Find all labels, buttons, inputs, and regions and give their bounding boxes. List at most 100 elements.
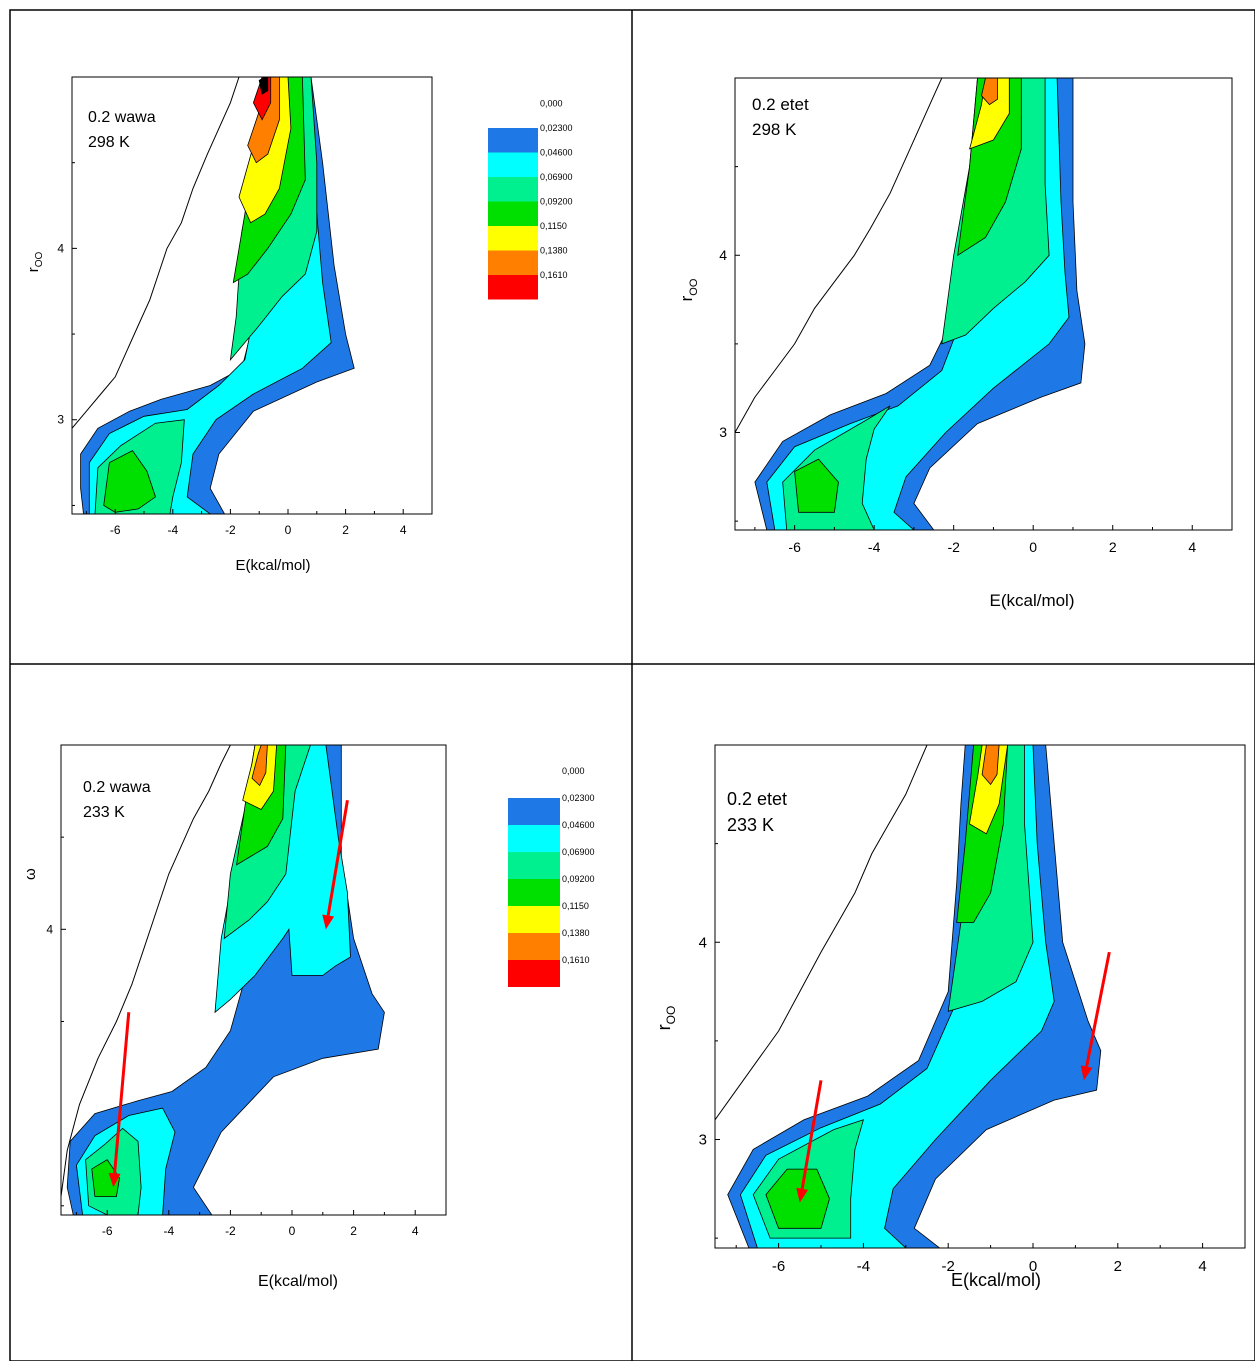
legend-value: 0,04600 bbox=[540, 148, 573, 158]
contour-level-6 bbox=[981, 745, 1000, 786]
x-axis-label: E(kcal/mol) bbox=[235, 557, 310, 574]
y-tick-label: 4 bbox=[699, 934, 707, 951]
x-tick-label: 4 bbox=[1198, 1258, 1206, 1275]
y-tick-label: 4 bbox=[57, 241, 64, 255]
plot-frame bbox=[714, 744, 1246, 1249]
contour-level-4 bbox=[103, 450, 156, 513]
boundary-outline bbox=[61, 745, 231, 1197]
legend-value: 0,000 bbox=[562, 766, 585, 776]
legend-swatch bbox=[488, 250, 538, 275]
contour-level-4 bbox=[91, 1159, 120, 1197]
x-tick-label: -4 bbox=[163, 1224, 174, 1238]
legend-value: 0,1380 bbox=[540, 246, 568, 256]
contour-level-8 bbox=[258, 77, 269, 95]
legend-value: 0,02300 bbox=[562, 793, 595, 803]
x-tick-label: -4 bbox=[857, 1258, 870, 1275]
legend-swatch bbox=[508, 798, 560, 825]
panel-annotation-line-1: 0.2 etet bbox=[752, 95, 809, 114]
contour-layer bbox=[72, 77, 355, 514]
contour-level-5 bbox=[969, 78, 1010, 150]
contour-level-6 bbox=[981, 78, 998, 106]
x-tick-label: 4 bbox=[412, 1224, 419, 1238]
legend-value: 0,1610 bbox=[562, 955, 590, 965]
x-tick-label: 0 bbox=[289, 1224, 296, 1238]
x-tick-label: 0 bbox=[1029, 1258, 1037, 1275]
x-tick-label: 4 bbox=[1188, 539, 1196, 555]
x-tick-label: 2 bbox=[350, 1224, 357, 1238]
x-tick-label: 0 bbox=[285, 523, 292, 537]
annotation-arrow bbox=[108, 1012, 131, 1188]
x-tick-label: 4 bbox=[400, 523, 407, 537]
panel-annotation-line-2: 233 K bbox=[727, 815, 774, 835]
x-tick-label: -6 bbox=[110, 523, 121, 537]
contour-level-4 bbox=[794, 458, 839, 513]
legend-value: 0,1150 bbox=[562, 901, 589, 911]
legend-value: 0,1380 bbox=[562, 928, 590, 938]
contour-level-6 bbox=[251, 745, 268, 787]
y-axis-label-subscript: OO bbox=[34, 252, 45, 268]
boundary-outline bbox=[715, 745, 928, 1121]
plot-frame bbox=[60, 744, 447, 1216]
legend-value: 0,000 bbox=[540, 99, 563, 109]
x-tick-label: -6 bbox=[788, 539, 801, 555]
panel-bottom-left: 0.2 wawa 233 K E(kcal/mol) ω -6 -4 -2 0 2 4 4 bbox=[22, 744, 447, 1290]
x-axis-label: E(kcal/mol) bbox=[989, 591, 1074, 610]
legend-value: 0,1150 bbox=[540, 221, 567, 231]
panel-annotation-line-1: 0.2 wawa bbox=[88, 109, 156, 126]
legend-value: 0,06900 bbox=[562, 847, 595, 857]
legend-swatch bbox=[488, 177, 538, 202]
annotation-arrow bbox=[796, 1080, 823, 1203]
panel-annotation-line-2: 233 K bbox=[83, 804, 125, 821]
legend-value: 0,1610 bbox=[540, 270, 568, 280]
legend-swatch bbox=[508, 879, 560, 906]
plot-frame bbox=[71, 76, 433, 515]
y-axis-label: rOO bbox=[25, 252, 45, 273]
legend-bottom: 0,000 0,02300 0,04600 0,06900 0,09200 0,1150 0… bbox=[508, 766, 595, 987]
contour-level-4 bbox=[957, 78, 1022, 257]
legend-swatch bbox=[508, 906, 560, 933]
panel-top-left: 0.2 wawa 298 K E(kcal/mol) rOO -6 -4 -2 0 2 4… bbox=[25, 76, 433, 574]
panel-annotation-line-1: 0.2 etet bbox=[727, 789, 787, 809]
legend-swatch bbox=[488, 226, 538, 251]
legend-swatch bbox=[488, 128, 538, 153]
x-tick-label: -2 bbox=[225, 1224, 236, 1238]
annotation-arrow bbox=[1080, 951, 1111, 1081]
y-axis-label: rOO bbox=[677, 278, 700, 301]
legend-swatch bbox=[488, 152, 538, 177]
legend-swatch bbox=[508, 960, 560, 987]
x-tick-label: 2 bbox=[342, 523, 349, 537]
contour-layer bbox=[715, 745, 1102, 1248]
panel-bottom-right: 0.2 etet 233 K E(kcal/mol) rOO -6 -4 -2 0 2 4… bbox=[654, 744, 1246, 1290]
contour-layer bbox=[735, 78, 1086, 530]
boundary-outline bbox=[735, 78, 943, 433]
x-tick-label: -6 bbox=[102, 1224, 113, 1238]
x-tick-label: 2 bbox=[1109, 539, 1117, 555]
legend-value: 0,02300 bbox=[540, 123, 573, 133]
x-tick-label: -2 bbox=[942, 1258, 955, 1275]
x-tick-label: -6 bbox=[772, 1258, 785, 1275]
y-axis-label-main: r bbox=[654, 1024, 674, 1030]
x-tick-label: 0 bbox=[1029, 539, 1037, 555]
x-axis-label: E(kcal/mol) bbox=[258, 1273, 338, 1290]
y-axis-label-fragment: ω bbox=[22, 868, 39, 880]
panel-annotation-line-2: 298 K bbox=[88, 134, 130, 151]
legend-swatch bbox=[508, 933, 560, 960]
x-tick-label: -4 bbox=[167, 523, 178, 537]
y-axis-label-subscript: OO bbox=[664, 1006, 678, 1025]
legend-swatch bbox=[508, 825, 560, 852]
boundary-outline bbox=[72, 77, 240, 429]
x-tick-label: -4 bbox=[868, 539, 881, 555]
y-axis-label-subscript: OO bbox=[688, 278, 700, 296]
y-tick-label: 4 bbox=[46, 922, 53, 936]
legend-swatch bbox=[508, 852, 560, 879]
legend-value: 0,06900 bbox=[540, 172, 573, 182]
legend-value: 0,09200 bbox=[540, 197, 573, 207]
y-axis-label: rOO bbox=[654, 1006, 678, 1031]
panel-annotation-line-2: 298 K bbox=[752, 120, 797, 139]
legend-top: 0,000 0,02300 0,04600 0,06900 0,09200 0,1150 0… bbox=[488, 99, 573, 300]
y-tick-label: 3 bbox=[699, 1132, 707, 1149]
legend-value: 0,04600 bbox=[562, 820, 595, 830]
y-tick-label: 3 bbox=[57, 413, 64, 427]
y-tick-label: 4 bbox=[719, 247, 727, 263]
